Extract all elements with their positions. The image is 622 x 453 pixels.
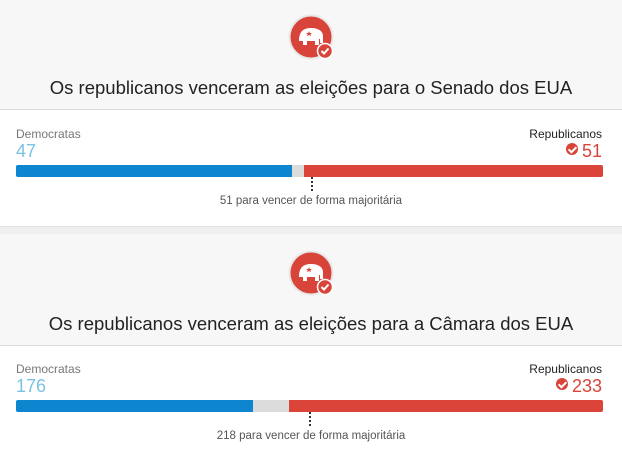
house-seat-bar xyxy=(16,400,603,412)
senate-rep-value: 51 xyxy=(581,141,602,161)
senate-headline: Os republicanos venceram as eleições par… xyxy=(49,77,573,98)
house-majority-marker xyxy=(308,412,311,426)
house-rep-label: Republicanos xyxy=(529,362,602,376)
senate-dem-label: Democratas xyxy=(16,127,81,141)
senate-header-panel: Os republicanos venceram as eleições par… xyxy=(0,0,622,110)
check-circle-icon xyxy=(555,378,568,390)
section-divider xyxy=(0,226,622,234)
senate-majority-marker xyxy=(311,177,314,191)
senate-seat-bar xyxy=(16,165,603,177)
house-rep-value: 233 xyxy=(571,376,602,396)
house-rep-segment xyxy=(288,400,603,412)
house-headline: Os republicanos venceram as eleições par… xyxy=(48,313,574,334)
house-dem-count: 176 xyxy=(16,376,47,396)
senate-rep-segment xyxy=(303,165,603,177)
house-dem-segment xyxy=(16,400,254,412)
house-header-panel: Os republicanos venceram as eleições par… xyxy=(0,234,622,346)
republican-elephant-icon xyxy=(288,14,334,60)
senate-rep-count: 51 xyxy=(565,141,602,161)
senate-dem-segment xyxy=(16,165,292,177)
senate-rep-label: Republicanos xyxy=(529,127,602,141)
senate-dem-count: 47 xyxy=(16,141,37,161)
house-rep-count: 233 xyxy=(555,376,602,396)
check-circle-icon xyxy=(565,143,578,155)
senate-majority-text: 51 para vencer de forma majoritária xyxy=(219,195,403,207)
house-majority-text: 218 para vencer de forma majoritária xyxy=(216,430,406,442)
house-dem-label: Democratas xyxy=(16,362,81,376)
republican-elephant-icon xyxy=(288,250,334,296)
